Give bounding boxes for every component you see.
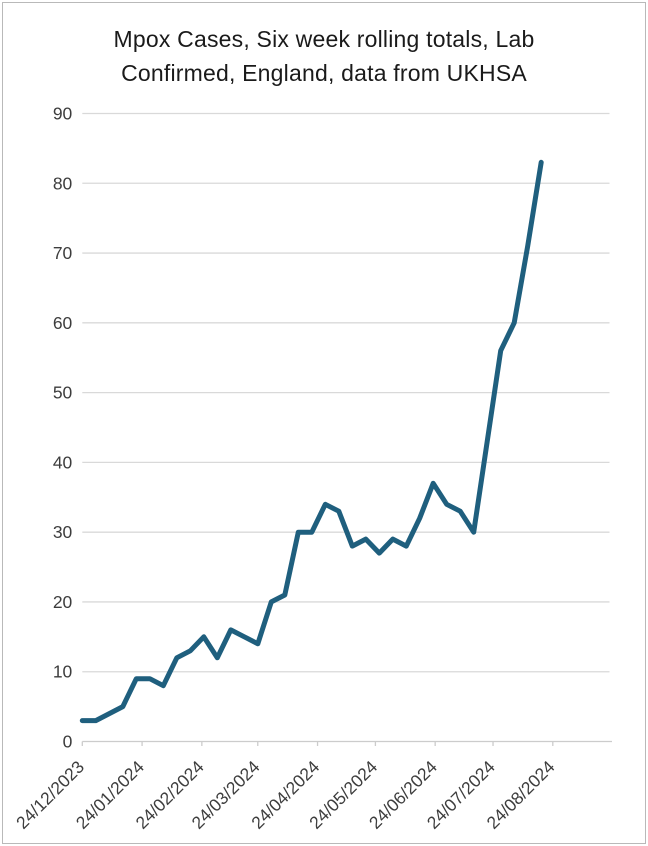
y-tick-label: 10 (53, 662, 73, 682)
y-tick-label: 50 (53, 383, 73, 403)
y-tick-label: 40 (53, 452, 73, 472)
chart-title-line1: Mpox Cases, Six week rolling totals, Lab (113, 26, 535, 52)
y-tick-label: 60 (53, 313, 73, 333)
y-tick-label: 30 (53, 522, 73, 542)
y-tick-label: 90 (53, 104, 73, 124)
y-tick-label: 0 (63, 732, 73, 752)
chart-title: Mpox Cases, Six week rolling totals, Lab… (0, 22, 648, 90)
chart-title-line2: Confirmed, England, data from UKHSA (121, 60, 527, 86)
y-tick-label: 20 (53, 592, 73, 612)
y-tick-label: 80 (53, 173, 73, 193)
y-tick-label: 70 (53, 243, 73, 263)
series-line (79, 159, 544, 724)
